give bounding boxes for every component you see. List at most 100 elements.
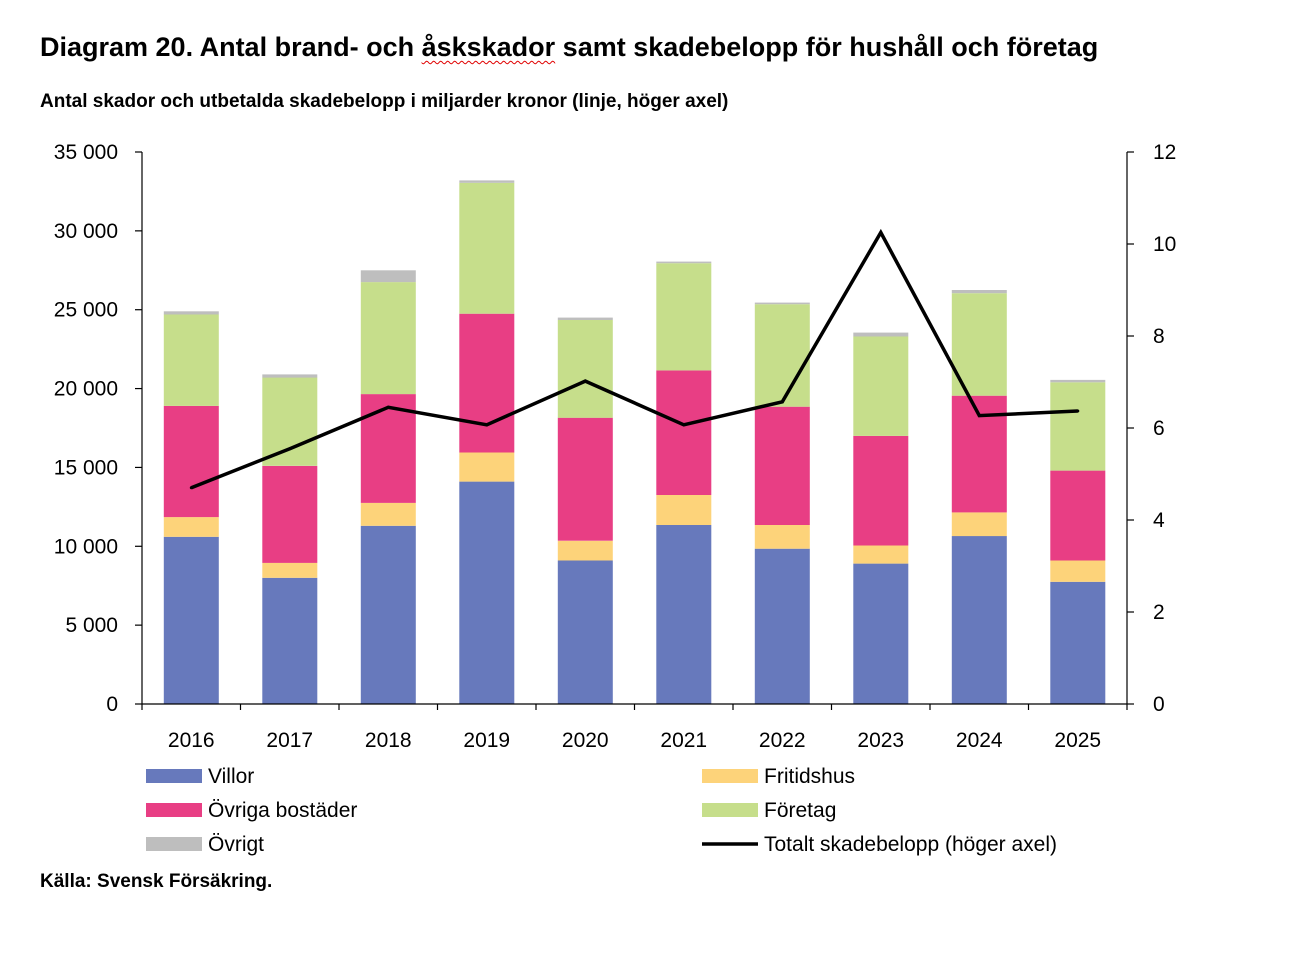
right-tick-label-5: 10 xyxy=(1153,233,1176,256)
x-tick-label-2016: 2016 xyxy=(168,729,215,752)
line-series-total-amount xyxy=(190,228,1078,490)
line-point-2019 xyxy=(485,423,489,427)
line-point-2018 xyxy=(386,405,390,409)
right-tick-label-0: 0 xyxy=(1153,693,1165,716)
bar-2020-series-2 xyxy=(557,417,613,541)
right-tick-label-1: 2 xyxy=(1153,601,1165,624)
left-tick-label-5: 25 000 xyxy=(54,299,118,322)
bar-2020-series-4 xyxy=(557,317,613,320)
bar-2020-series-3 xyxy=(557,320,613,418)
chart-title-prefix: Diagram 20. Antal brand- och xyxy=(40,32,422,62)
bar-2025-series-1 xyxy=(1050,560,1106,582)
legend-label-1: Fritidshus xyxy=(764,765,855,788)
left-tick-label-1: 5 000 xyxy=(65,614,118,637)
legend-swatch-1 xyxy=(702,769,758,783)
x-tick-label-2018: 2018 xyxy=(365,729,412,752)
bar-2016-series-1 xyxy=(163,517,219,537)
x-tick-label-2017: 2017 xyxy=(266,729,313,752)
bar-2019-series-3 xyxy=(459,182,515,314)
bar-2019-series-0 xyxy=(459,481,515,704)
bar-2017-series-0 xyxy=(262,577,318,704)
x-tick-label-2025: 2025 xyxy=(1054,729,1101,752)
bar-2023-series-0 xyxy=(853,563,909,704)
legend-label-3: Företag xyxy=(764,799,836,822)
bar-2016-series-4 xyxy=(163,311,219,315)
legend-swatch-3 xyxy=(702,803,758,817)
chart-subtitle: Antal skador och utbetalda skadebelopp i… xyxy=(40,91,729,112)
left-tick-label-4: 20 000 xyxy=(54,378,118,401)
bar-2016-series-2 xyxy=(163,405,219,518)
bar-2023-series-1 xyxy=(853,545,909,564)
left-tick-label-2: 10 000 xyxy=(54,535,118,558)
legend-label-4: Övrigt xyxy=(208,833,264,856)
bar-2023-series-3 xyxy=(853,336,909,436)
line-point-2025 xyxy=(1076,409,1080,413)
bar-2017-series-2 xyxy=(262,465,318,563)
bar-2020-series-1 xyxy=(557,540,613,561)
left-tick-label-6: 30 000 xyxy=(54,220,118,243)
legend-label-2: Övriga bostäder xyxy=(208,799,357,822)
right-tick-label-3: 6 xyxy=(1153,417,1165,440)
chart-title: Diagram 20. Antal brand- och åskskador s… xyxy=(40,32,1098,63)
bar-2025-series-2 xyxy=(1050,470,1106,561)
line-point-2022 xyxy=(780,400,784,404)
bar-2022-series-3 xyxy=(754,304,810,407)
left-tick-label-7: 35 000 xyxy=(54,141,118,164)
bar-2024-series-0 xyxy=(951,536,1007,704)
line-point-2023 xyxy=(879,231,883,234)
x-tick-label-2020: 2020 xyxy=(562,729,609,752)
bar-2021-series-1 xyxy=(656,495,712,525)
bar-2016-series-3 xyxy=(163,314,219,406)
bar-2024-series-1 xyxy=(951,512,1007,537)
bar-2021-series-0 xyxy=(656,525,712,704)
bar-2019-series-1 xyxy=(459,452,515,482)
legend-swatch-0 xyxy=(146,769,202,783)
bar-2021-series-3 xyxy=(656,263,712,371)
x-tick-label-2023: 2023 xyxy=(857,729,904,752)
bar-2022-series-1 xyxy=(754,525,810,549)
bar-2025-series-3 xyxy=(1050,382,1106,471)
right-tick-label-6: 12 xyxy=(1153,141,1176,164)
legend-label-5: Totalt skadebelopp (höger axel) xyxy=(764,833,1057,856)
x-tick-label-2024: 2024 xyxy=(956,729,1003,752)
line-point-2016 xyxy=(189,486,193,490)
bar-2018-series-4 xyxy=(360,270,416,283)
x-tick-label-2021: 2021 xyxy=(660,729,707,752)
left-tick-label-3: 15 000 xyxy=(54,456,118,479)
legend-swatch-4 xyxy=(146,837,202,851)
bar-2018-series-0 xyxy=(360,525,416,704)
bar-2022-series-0 xyxy=(754,548,810,704)
bar-2021-series-4 xyxy=(656,261,712,264)
line-point-2017 xyxy=(288,447,292,451)
bar-2018-series-3 xyxy=(360,282,416,395)
bar-2017-series-4 xyxy=(262,374,318,378)
line-point-2024 xyxy=(977,414,981,418)
bar-2019-series-4 xyxy=(459,180,515,183)
line-point-2020 xyxy=(583,379,587,383)
left-tick-label-0: 0 xyxy=(106,693,118,716)
x-tick-label-2019: 2019 xyxy=(463,729,510,752)
bar-2025-series-4 xyxy=(1050,379,1106,383)
chart-title-suffix: samt skadebelopp för hushåll och företag xyxy=(555,32,1099,62)
bar-2025-series-0 xyxy=(1050,581,1106,704)
bar-2021-series-2 xyxy=(656,370,712,495)
bar-2019-series-2 xyxy=(459,313,515,453)
bar-2023-series-2 xyxy=(853,435,909,546)
bar-2020-series-0 xyxy=(557,560,613,704)
bar-2022-series-4 xyxy=(754,302,810,305)
bar-2017-series-1 xyxy=(262,562,318,578)
bar-2016-series-0 xyxy=(163,536,219,704)
x-tick-label-2022: 2022 xyxy=(759,729,806,752)
right-tick-label-4: 8 xyxy=(1153,325,1165,348)
bar-2017-series-3 xyxy=(262,377,318,466)
source-note: Källa: Svensk Försäkring. xyxy=(40,871,273,892)
legend-swatch-2 xyxy=(146,803,202,817)
bar-2023-series-4 xyxy=(853,332,909,337)
chart-title-marked-word: åskskador xyxy=(421,32,556,62)
legend-label-0: Villor xyxy=(208,765,254,788)
right-tick-label-2: 4 xyxy=(1153,509,1165,532)
line-point-2021 xyxy=(682,423,686,427)
bar-2022-series-2 xyxy=(754,406,810,525)
bar-2018-series-1 xyxy=(360,502,416,526)
